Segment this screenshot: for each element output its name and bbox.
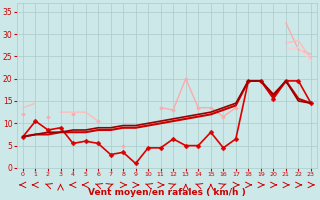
X-axis label: Vent moyen/en rafales ( km/h ): Vent moyen/en rafales ( km/h ) bbox=[88, 188, 246, 197]
